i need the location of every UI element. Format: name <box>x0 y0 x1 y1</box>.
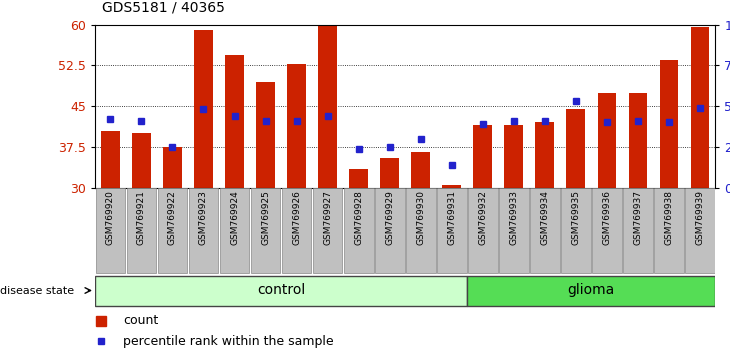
FancyBboxPatch shape <box>126 188 156 274</box>
FancyBboxPatch shape <box>530 188 560 274</box>
Text: disease state: disease state <box>0 286 74 296</box>
Bar <box>101 131 120 188</box>
FancyBboxPatch shape <box>592 188 622 274</box>
FancyBboxPatch shape <box>95 276 467 306</box>
Text: GSM769932: GSM769932 <box>478 190 487 245</box>
Bar <box>504 125 523 188</box>
Bar <box>318 27 337 188</box>
FancyBboxPatch shape <box>344 188 374 274</box>
Text: GSM769933: GSM769933 <box>510 190 518 245</box>
Text: GSM769937: GSM769937 <box>634 190 642 245</box>
Bar <box>412 152 430 188</box>
Text: GSM769924: GSM769924 <box>230 190 239 245</box>
Bar <box>226 55 244 188</box>
Bar <box>566 109 585 188</box>
Bar <box>629 93 648 188</box>
Text: GSM769935: GSM769935 <box>572 190 580 245</box>
Bar <box>691 28 710 188</box>
Bar <box>194 30 213 188</box>
Text: GSM769930: GSM769930 <box>416 190 425 245</box>
Text: GSM769931: GSM769931 <box>447 190 456 245</box>
Text: GSM769927: GSM769927 <box>323 190 332 245</box>
FancyBboxPatch shape <box>561 188 591 274</box>
Text: GSM769938: GSM769938 <box>664 190 673 245</box>
Bar <box>288 64 306 188</box>
Text: control: control <box>257 284 305 297</box>
Text: GSM769923: GSM769923 <box>199 190 208 245</box>
Bar <box>474 125 492 188</box>
FancyBboxPatch shape <box>188 188 218 274</box>
Bar <box>132 133 151 188</box>
FancyBboxPatch shape <box>282 188 312 274</box>
FancyBboxPatch shape <box>467 276 715 306</box>
FancyBboxPatch shape <box>312 188 342 274</box>
Bar <box>536 122 554 188</box>
Text: GSM769936: GSM769936 <box>602 190 611 245</box>
FancyBboxPatch shape <box>654 188 684 274</box>
Text: GSM769926: GSM769926 <box>292 190 301 245</box>
FancyBboxPatch shape <box>468 188 498 274</box>
Text: GSM769934: GSM769934 <box>540 190 549 245</box>
Text: glioma: glioma <box>568 284 615 297</box>
Text: GSM769921: GSM769921 <box>137 190 146 245</box>
Text: count: count <box>123 314 158 327</box>
FancyBboxPatch shape <box>406 188 436 274</box>
Text: GSM769939: GSM769939 <box>696 190 704 245</box>
FancyBboxPatch shape <box>437 188 466 274</box>
Bar <box>350 169 368 188</box>
FancyBboxPatch shape <box>96 188 126 274</box>
Bar <box>256 82 275 188</box>
Text: GSM769925: GSM769925 <box>261 190 270 245</box>
Text: percentile rank within the sample: percentile rank within the sample <box>123 335 334 348</box>
Bar <box>380 158 399 188</box>
FancyBboxPatch shape <box>623 188 653 274</box>
Text: GSM769920: GSM769920 <box>106 190 115 245</box>
Bar <box>442 185 461 188</box>
FancyBboxPatch shape <box>685 188 715 274</box>
FancyBboxPatch shape <box>499 188 529 274</box>
FancyBboxPatch shape <box>220 188 250 274</box>
Bar <box>164 147 182 188</box>
FancyBboxPatch shape <box>250 188 280 274</box>
FancyBboxPatch shape <box>158 188 188 274</box>
Text: GSM769922: GSM769922 <box>168 190 177 245</box>
Text: GSM769928: GSM769928 <box>354 190 363 245</box>
Bar <box>660 60 678 188</box>
Text: GDS5181 / 40365: GDS5181 / 40365 <box>102 0 225 14</box>
Bar <box>597 93 616 188</box>
FancyBboxPatch shape <box>374 188 404 274</box>
Text: GSM769929: GSM769929 <box>385 190 394 245</box>
